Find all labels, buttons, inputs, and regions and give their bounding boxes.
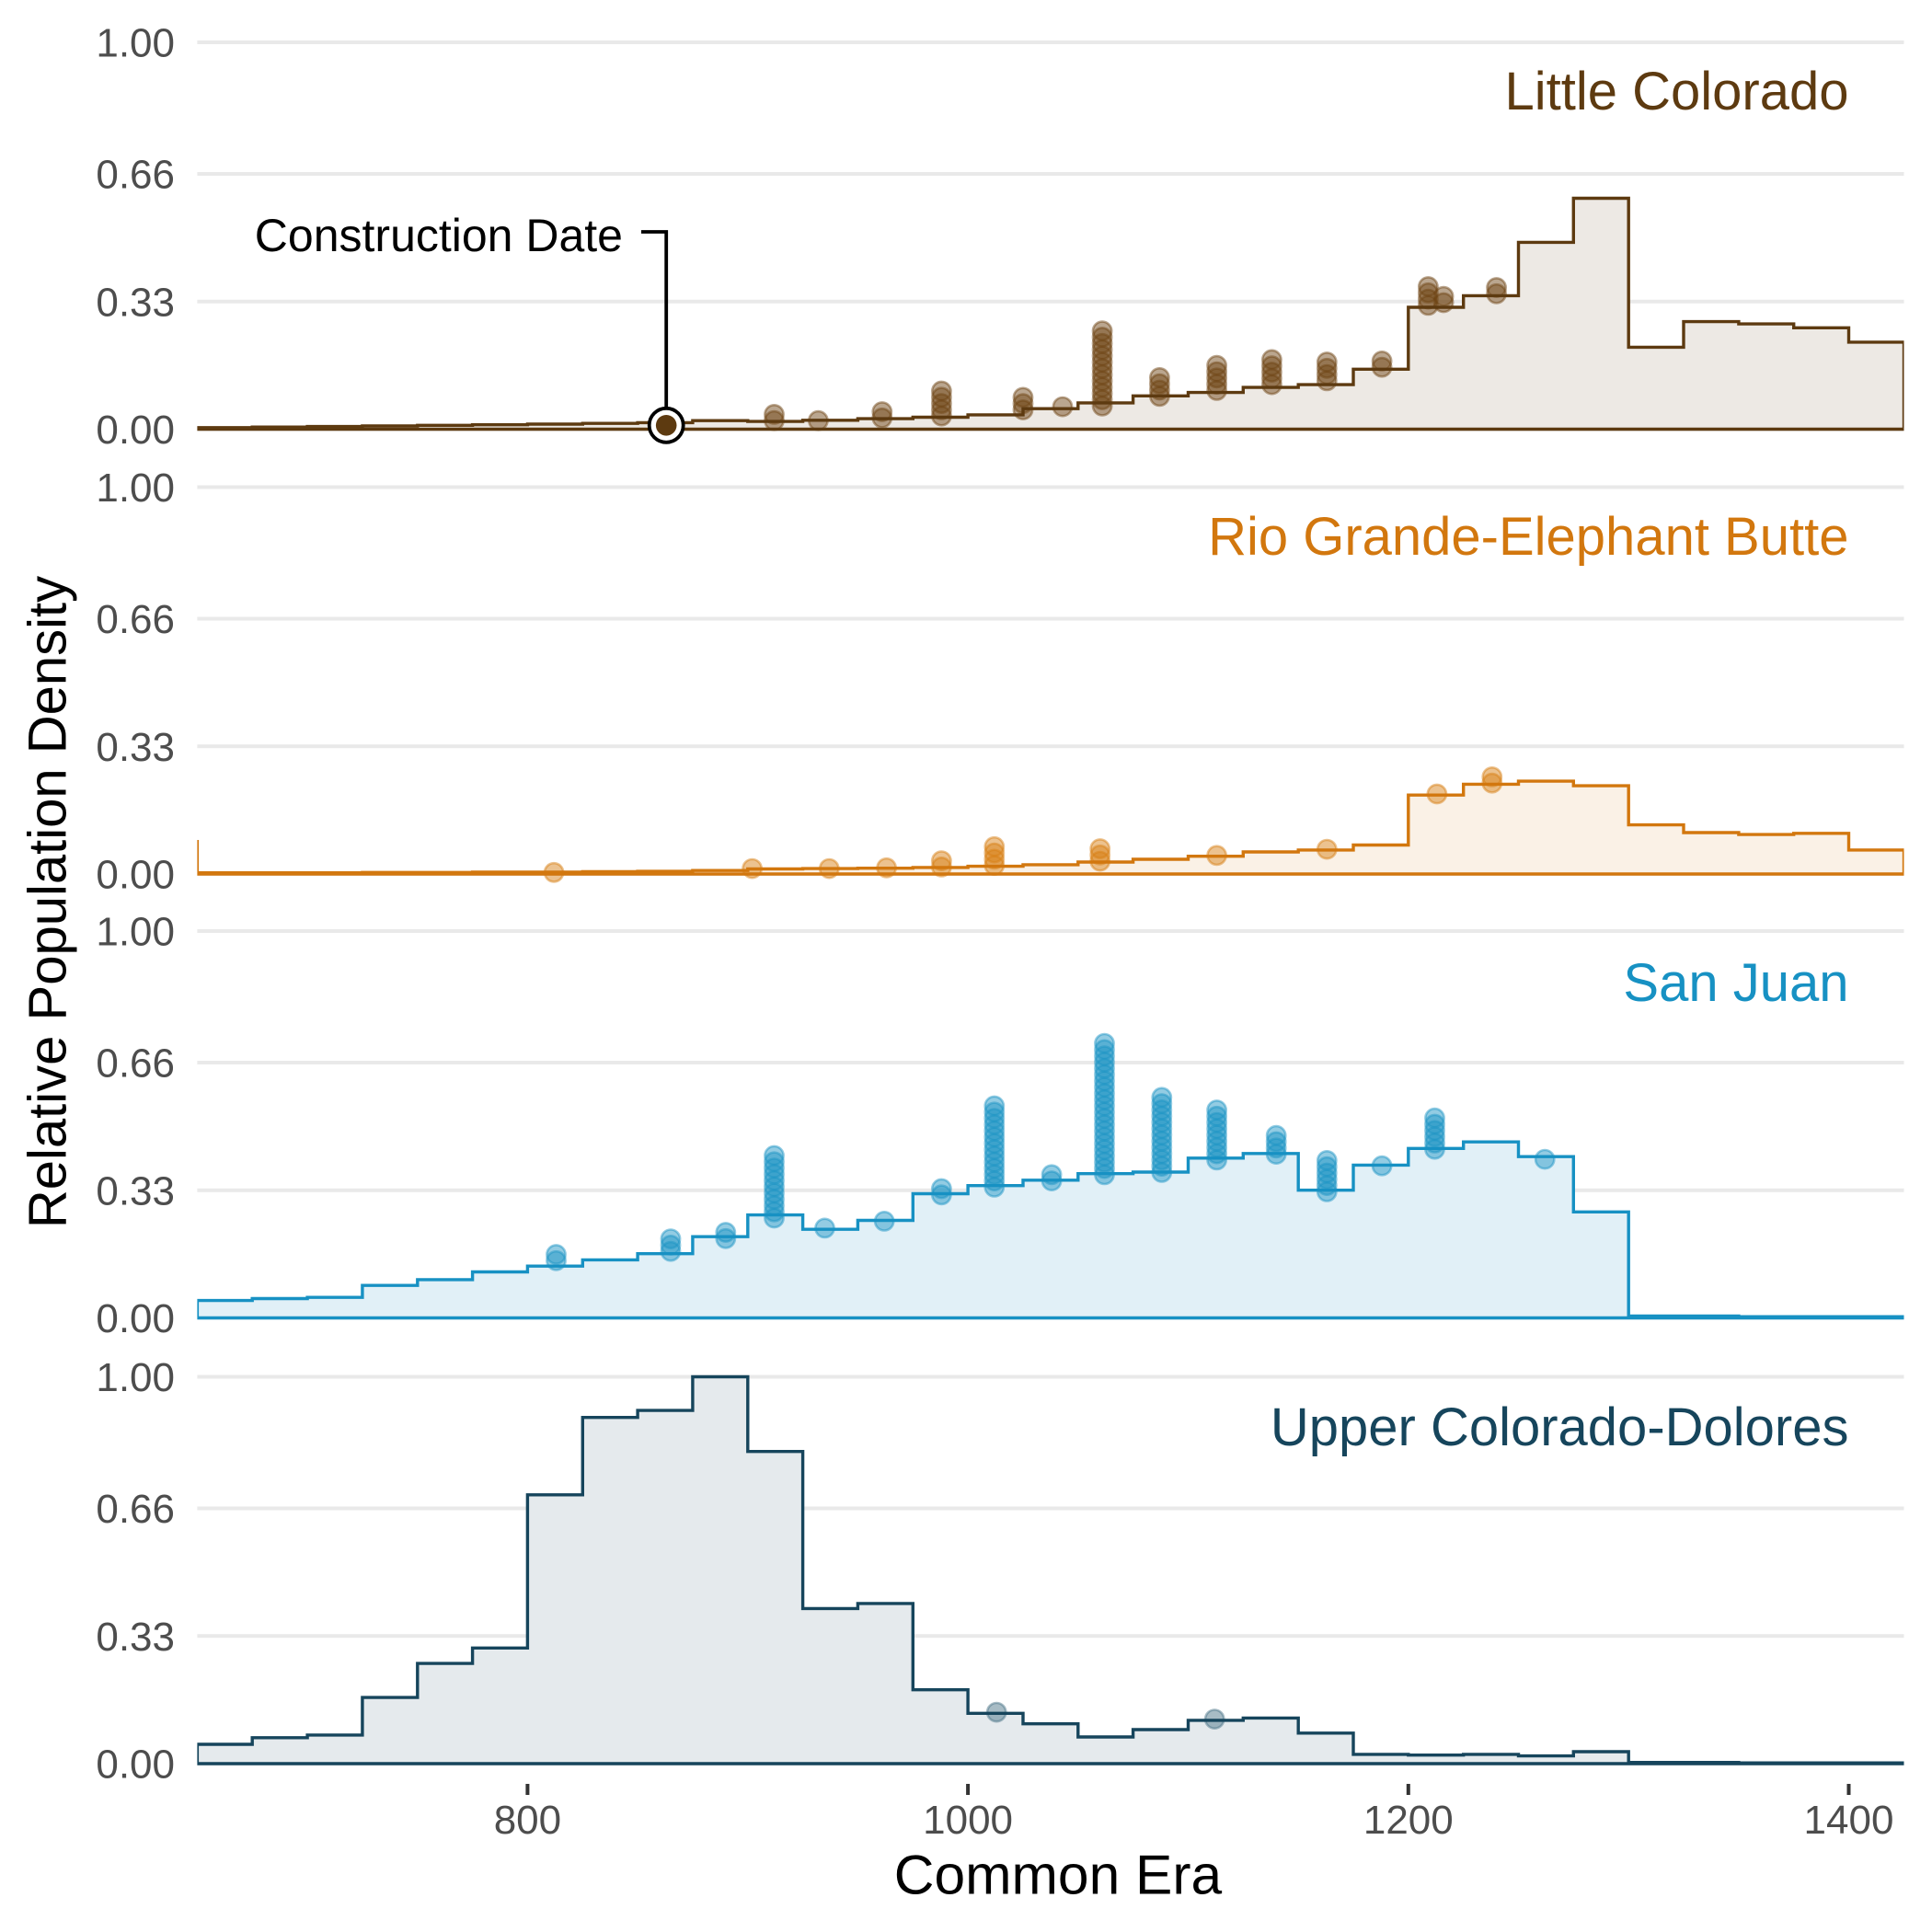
svg-text:800: 800 — [494, 1798, 561, 1843]
svg-text:0.00: 0.00 — [96, 1296, 175, 1341]
svg-text:0.66: 0.66 — [96, 1041, 175, 1087]
svg-text:1.00: 1.00 — [96, 910, 175, 955]
svg-text:1000: 1000 — [923, 1798, 1013, 1843]
svg-text:0.33: 0.33 — [96, 1168, 175, 1213]
svg-text:Common Era: Common Era — [894, 1844, 1223, 1906]
svg-text:0.66: 0.66 — [96, 597, 175, 642]
svg-text:1.00: 1.00 — [96, 466, 175, 511]
svg-text:Little Colorado: Little Colorado — [1505, 62, 1849, 121]
svg-text:Rio Grande-Elephant Butte: Rio Grande-Elephant Butte — [1208, 507, 1848, 567]
svg-text:0.00: 0.00 — [96, 1742, 175, 1788]
svg-text:1400: 1400 — [1804, 1798, 1894, 1843]
svg-text:0.00: 0.00 — [96, 408, 175, 453]
svg-text:1.00: 1.00 — [96, 21, 175, 66]
svg-text:Relative Population Density: Relative Population Density — [18, 576, 78, 1228]
svg-text:0.00: 0.00 — [96, 853, 175, 898]
svg-text:0.33: 0.33 — [96, 280, 175, 325]
svg-text:1200: 1200 — [1363, 1798, 1454, 1843]
svg-text:San Juan: San Juan — [1623, 953, 1848, 1013]
svg-text:1.00: 1.00 — [96, 1355, 175, 1400]
svg-text:0.66: 0.66 — [96, 1487, 175, 1532]
svg-text:0.66: 0.66 — [96, 153, 175, 198]
svg-text:Upper Colorado-Dolores: Upper Colorado-Dolores — [1271, 1397, 1849, 1457]
svg-text:Construction Date: Construction Date — [255, 210, 623, 261]
svg-text:0.33: 0.33 — [96, 1615, 175, 1660]
svg-text:0.33: 0.33 — [96, 725, 175, 770]
